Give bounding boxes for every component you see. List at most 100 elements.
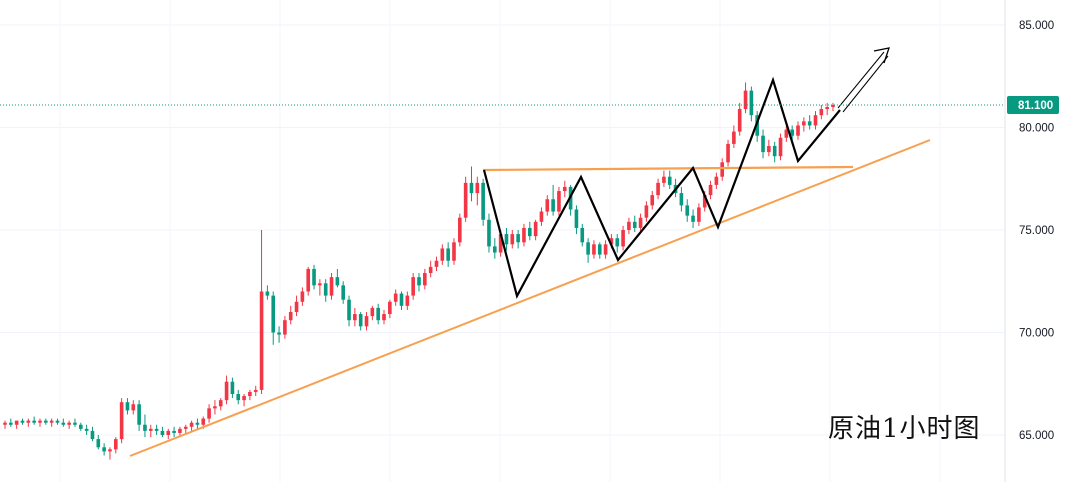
candle-body [236,394,241,401]
candle-body [312,268,316,286]
candle [306,266,311,296]
candle [492,238,497,259]
candle [732,125,736,148]
candle [825,102,829,116]
candle [743,82,748,114]
candle [335,268,340,288]
candle-body [627,221,631,230]
candle [551,184,555,216]
candle-body [784,129,789,138]
candle [679,186,684,212]
candle-body [96,439,101,448]
candle [183,424,188,433]
ascending-trendline [129,139,931,457]
candle-body [213,406,217,409]
candle-body [329,277,334,296]
candle [708,180,713,200]
candle-body [831,104,835,107]
candle-body [411,277,415,296]
candle [253,385,258,397]
price-tick-label: 85.000 [1019,20,1054,32]
candle [632,215,637,233]
candle [749,86,754,122]
candle [685,199,690,222]
candle [527,221,532,241]
candle [458,213,462,247]
price-tick-label: 70.000 [1019,328,1054,340]
candle-body [178,428,182,433]
candle [189,420,194,431]
candle-body [574,209,579,228]
candle [428,260,433,278]
candle [767,139,771,157]
candle [557,186,561,216]
candle [370,305,375,321]
candle [376,303,380,325]
candle-body [650,195,655,206]
candle-body [154,428,159,431]
candle [621,225,625,251]
drawing-overlays [129,47,931,457]
candle [813,111,818,130]
candle [9,418,13,427]
candle-body [166,430,171,435]
candle-body [248,391,252,397]
candle [644,201,649,222]
candlestick-series [3,82,835,460]
candle-body [475,182,480,194]
candle-body [697,207,701,222]
candle [411,273,415,300]
candle-body [533,221,538,237]
candle-body [370,307,375,317]
candle [802,117,806,132]
candle [90,426,95,442]
projection-arrow-line-a [837,51,885,109]
candle-body [382,314,386,321]
candle-body [283,320,287,335]
candle [603,240,608,259]
candle-body [498,234,503,253]
candle [265,285,270,300]
candle [586,238,590,263]
candle-body [189,422,194,427]
candle-body [73,422,77,425]
candle-body [61,422,66,425]
candle-body [358,314,363,327]
candle-body [341,285,346,300]
candle-body [778,137,783,157]
candle [294,295,299,317]
candle [364,312,369,331]
candle-body [586,242,590,255]
candle [61,418,66,427]
candle [341,281,346,304]
candle-body [726,143,730,163]
candle [778,133,783,161]
candle [78,422,83,431]
candle [434,256,439,271]
candle-body [802,121,806,126]
candle [417,273,421,292]
candle-body [14,420,19,425]
projection-arrow-line-b [842,55,889,113]
candle [446,242,450,267]
candle-body [609,238,614,245]
candle [143,414,147,438]
price-tick-label: 75.000 [1019,225,1054,237]
candle-body [113,439,118,450]
candle [73,418,77,427]
candle [475,176,480,206]
candle [230,377,235,399]
candle-body [399,293,404,306]
candle [300,287,305,306]
candle [242,394,246,407]
last-price-tag [1007,95,1059,114]
candle-body [691,215,695,222]
candle [393,289,398,306]
candle [329,273,334,300]
candle [353,307,357,327]
candle-body [772,145,777,157]
candle [819,104,824,120]
candle [236,389,241,405]
candle [638,213,643,233]
